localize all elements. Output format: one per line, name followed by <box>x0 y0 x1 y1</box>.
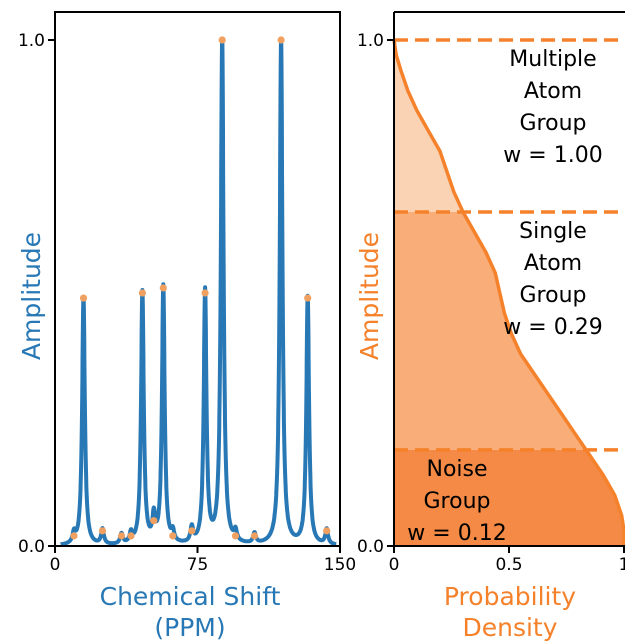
group-2-line-1: Group <box>424 489 491 514</box>
peak-marker-3 <box>117 532 126 540</box>
group-2-line-0: Noise <box>426 457 487 482</box>
group-0-line-3: w = 1.00 <box>503 143 602 168</box>
peak-marker-14 <box>277 36 285 44</box>
peak-marker-1 <box>79 294 88 302</box>
group-2-line-2: w = 0.12 <box>407 521 506 546</box>
peak-marker-0 <box>70 532 78 540</box>
spectrum-xtick-label-1: 75 <box>187 555 209 575</box>
density-xtick-label-1: 0.5 <box>495 555 522 575</box>
density-ytick-label-0: 0.0 <box>357 537 384 557</box>
peak-marker-4 <box>127 532 135 540</box>
peak-marker-13 <box>250 532 259 540</box>
peak-marker-5 <box>138 289 146 297</box>
group-1-line-2: Group <box>520 283 587 308</box>
density-marks <box>392 38 625 546</box>
density-ytick-label-1: 1.0 <box>357 31 384 51</box>
density-ticks: 0 0.5 1 0.0 1.0 <box>357 31 625 575</box>
group-0-line-2: Group <box>520 111 587 136</box>
group-1-line-0: Single <box>519 219 587 244</box>
spectrum-ticks: 0 75 150 0.0 1.0 <box>18 31 356 575</box>
spectrum-ytick-label-0: 0.0 <box>18 537 45 557</box>
peak-marker-6 <box>150 517 158 525</box>
spectrum-xtick-label-0: 0 <box>50 555 61 575</box>
peak-marker-7 <box>159 284 167 292</box>
density-band-single <box>394 212 586 450</box>
peak-marker-15 <box>304 294 312 302</box>
density-panel: 0 0.5 1 0.0 1.0 Multiple Atom Group w = 1.00 Sin… <box>355 11 625 642</box>
group-annotations: Multiple Atom Group w = 1.00 Single Atom Group… <box>407 47 602 546</box>
density-ylabel: Amplitude <box>355 232 384 360</box>
group-0-line-1: Atom <box>524 79 582 104</box>
spectrum-ylabel: Amplitude <box>17 232 46 360</box>
density-xtick-label-0: 0 <box>389 555 400 575</box>
spectrum-axes-frame <box>54 11 341 547</box>
spectrum-panel: 0 75 150 0.0 1.0 Amplitude Chemical Shift (P… <box>17 11 356 642</box>
spectrum-marks <box>58 36 338 547</box>
peak-marker-12 <box>231 532 240 540</box>
peak-marker-16 <box>323 527 331 535</box>
peak-marker-11 <box>218 36 226 44</box>
density-xtick-label-2: 1 <box>619 555 625 575</box>
peak-marker-8 <box>169 532 177 540</box>
group-0-line-0: Multiple <box>509 47 596 72</box>
spectrum-line <box>58 38 338 547</box>
density-xlabel-line1: Probability <box>444 582 576 611</box>
density-curve <box>392 39 625 546</box>
group-1-line-3: w = 0.29 <box>503 315 602 340</box>
peak-marker-10 <box>201 289 209 297</box>
spectrum-xlabel-line1: Chemical Shift <box>100 582 281 611</box>
spectrum-xtick-label-2: 150 <box>324 555 356 575</box>
group-1-line-1: Atom <box>524 251 582 276</box>
spectrum-ytick-label-1: 1.0 <box>18 31 45 51</box>
peak-marker-2 <box>98 527 107 535</box>
spectrum-xlabel-line2: (PPM) <box>154 613 225 642</box>
peak-marker-9 <box>188 527 196 535</box>
density-xlabel-line2: Density <box>462 613 557 642</box>
density-band-noise <box>394 449 624 546</box>
